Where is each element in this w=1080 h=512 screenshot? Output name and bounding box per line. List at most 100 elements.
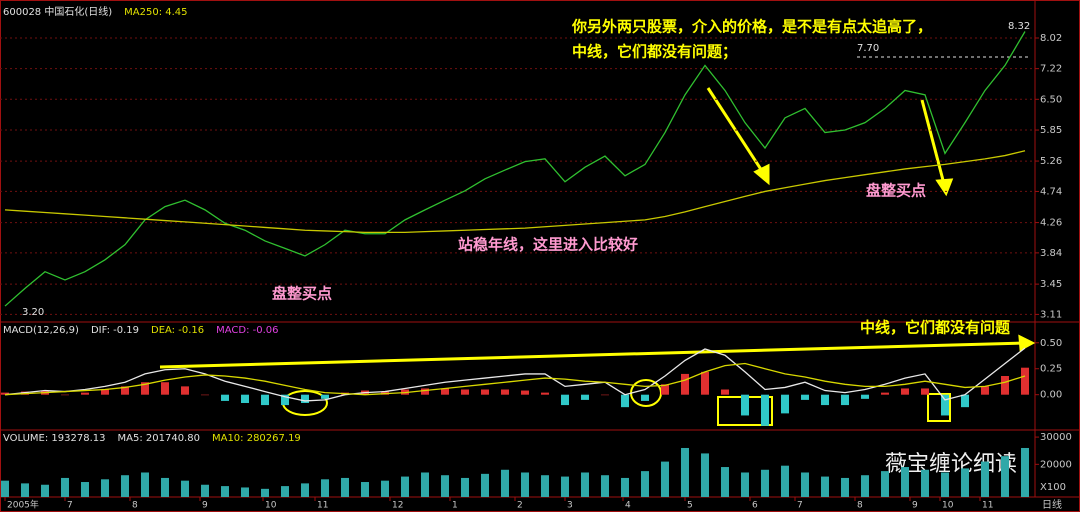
highlight-box xyxy=(927,393,951,422)
macd-bar xyxy=(521,390,529,395)
arrow-head xyxy=(935,178,954,197)
macd-bar xyxy=(701,371,709,395)
volume-bar xyxy=(661,461,669,497)
volume-bar xyxy=(861,475,869,497)
volume-bar xyxy=(201,484,209,497)
macd-bar xyxy=(1021,367,1029,395)
arrow-line xyxy=(706,87,766,175)
annotation: 日线 xyxy=(1042,498,1062,511)
macd-bar xyxy=(661,384,669,395)
macd-bar xyxy=(801,394,809,400)
volume-bar xyxy=(41,484,49,497)
volume-bar xyxy=(341,477,349,497)
volume-bar xyxy=(981,461,989,497)
annotation: 你另外两只股票，介入的价格，是不是有点太追高了， xyxy=(571,18,932,36)
arrow-line xyxy=(920,99,946,185)
volume-bar xyxy=(541,475,549,497)
macd-bar xyxy=(941,394,949,416)
volume-bar xyxy=(961,468,969,497)
volume-bar xyxy=(1001,456,1009,497)
decorations xyxy=(159,56,1036,426)
y-tick-label: 3.11 xyxy=(1040,309,1062,320)
macd-bar xyxy=(821,394,829,406)
panel-header: DIF: -0.19 xyxy=(91,325,139,336)
volume-bar xyxy=(321,479,329,497)
macd-bar xyxy=(241,394,249,403)
volume-bar xyxy=(721,467,729,497)
volume-bar xyxy=(1021,447,1029,497)
macd-bar xyxy=(581,394,589,400)
volume-bar xyxy=(681,447,689,497)
y-tick-label: 5.85 xyxy=(1040,125,1062,136)
panel-header: MA10: 280267.19 xyxy=(212,433,301,444)
macd-bar xyxy=(601,394,609,396)
annotation: X100 xyxy=(1040,482,1066,493)
y-tick-label: 8.02 xyxy=(1040,33,1062,44)
volume-bar xyxy=(81,482,89,497)
panel-header: VOLUME: 193278.13 xyxy=(3,433,106,444)
x-tick-label: 5 xyxy=(687,501,693,511)
volume-bar xyxy=(361,482,369,497)
y-tick-label: 0.00 xyxy=(1040,390,1062,401)
macd-bar xyxy=(261,394,269,406)
panel-header: MACD(12,26,9) xyxy=(3,325,79,336)
volume-bar xyxy=(61,477,69,497)
macd-bar xyxy=(861,394,869,399)
y-tick-label: 4.26 xyxy=(1040,218,1062,229)
macd-bar xyxy=(421,388,429,395)
volume-bar xyxy=(401,476,409,497)
macd-bar xyxy=(641,394,649,401)
macd-bar xyxy=(981,386,989,395)
macd-bar xyxy=(81,392,89,395)
x-tick-label: 4 xyxy=(625,501,631,511)
macd-bar xyxy=(721,389,729,395)
macd-bar xyxy=(141,382,149,395)
arrow-head xyxy=(753,163,770,186)
x-tick-label: 3 xyxy=(567,501,573,511)
y-tick-label: 0.50 xyxy=(1040,338,1062,349)
series-line xyxy=(4,150,1026,233)
volume-bar xyxy=(441,475,449,497)
x-tick-label: 7 xyxy=(67,501,73,511)
volume-bar xyxy=(481,473,489,497)
volume-bar xyxy=(261,488,269,497)
series-line xyxy=(4,31,1026,307)
annotation: 盘整买点 xyxy=(866,182,926,200)
volume-bar xyxy=(101,479,109,497)
panel-header: MA5: 201740.80 xyxy=(118,433,200,444)
volume-bar xyxy=(921,469,929,497)
macd-bar xyxy=(921,388,929,395)
volume-bar xyxy=(621,477,629,497)
y-tick-label: 3.45 xyxy=(1040,279,1062,290)
volume-bar xyxy=(21,483,29,497)
arrow-head xyxy=(1018,334,1036,352)
x-tick-label: 8 xyxy=(132,501,138,511)
macd-bar xyxy=(221,394,229,401)
x-tick-label: 8 xyxy=(857,501,863,511)
macd-bar xyxy=(121,386,129,395)
annotation: 盘整买点 xyxy=(272,285,332,303)
y-tick-label: 5.26 xyxy=(1040,156,1062,167)
volume-bar xyxy=(581,472,589,497)
highlight-ellipse xyxy=(630,379,662,407)
volume-bar xyxy=(221,486,229,497)
annotation: 7.70 xyxy=(857,43,879,54)
volume-bar xyxy=(121,475,129,497)
series-line xyxy=(4,362,1026,396)
volume-bar xyxy=(141,472,149,497)
x-tick-label: 2 xyxy=(517,501,523,511)
macd-bar xyxy=(621,394,629,408)
macd-bar xyxy=(181,386,189,395)
panel-header: MA250: 4.45 xyxy=(124,7,187,18)
macd-bar xyxy=(481,389,489,395)
macd-bar xyxy=(461,389,469,395)
volume-bar xyxy=(821,476,829,497)
volume-bar xyxy=(241,487,249,497)
macd-bar xyxy=(161,382,169,395)
macd-bar xyxy=(561,394,569,406)
macd-bar xyxy=(101,389,109,395)
volume-bar xyxy=(421,472,429,497)
volume-bar xyxy=(461,477,469,497)
